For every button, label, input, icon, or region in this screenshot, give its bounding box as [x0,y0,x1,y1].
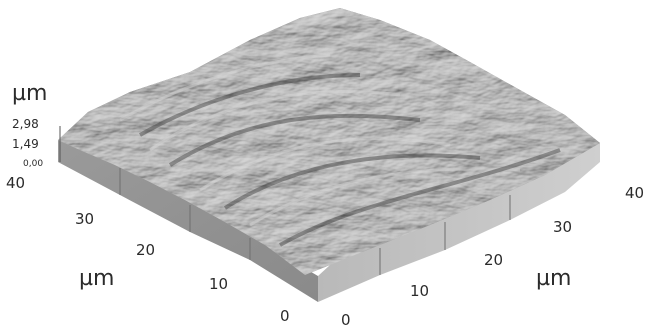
right-tick-0: 0 [341,311,351,329]
right-wall [318,143,600,302]
right-tick-20: 20 [484,251,504,269]
left-tick-0: 0 [280,307,290,325]
z-axis-unit: µm [12,81,48,106]
right-tick-10: 10 [410,282,430,300]
rough-surface [58,8,600,275]
left-tick-30: 30 [75,210,95,228]
z-tick-min: 0,00 [23,159,44,169]
z-tick-max: 2,98 [12,117,39,131]
left-tick-20: 20 [136,241,156,259]
right-tick-40: 40 [625,184,645,202]
z-tick-mid: 1,49 [12,137,39,151]
right-axis-unit: µm [536,266,572,291]
left-tick-10: 10 [209,275,229,293]
left-wall [58,140,318,302]
left-tick-40: 40 [6,174,26,192]
left-axis-unit: µm [79,266,115,291]
right-tick-30: 30 [553,218,573,236]
wall-panel-lines [119,168,511,275]
